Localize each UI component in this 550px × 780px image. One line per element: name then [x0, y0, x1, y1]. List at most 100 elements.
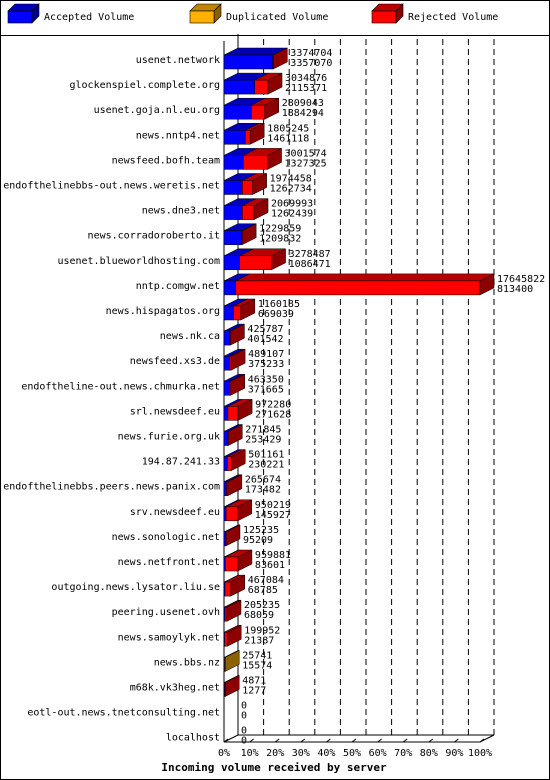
row-label: news.nk.ca — [160, 331, 220, 342]
x-tick-label: 20% — [266, 748, 284, 759]
bar-side — [226, 624, 242, 647]
accepted-segment — [223, 431, 228, 446]
value-accepted-label: 83601 — [255, 560, 285, 571]
bar-side — [249, 122, 265, 145]
row-label: localhost — [166, 733, 220, 744]
value-accepted-label: 669039 — [258, 309, 294, 320]
value-total-label: 950219 — [255, 500, 291, 511]
bar-row: endofthelinebbs-out.news.weretis.net 1974… — [3, 173, 312, 195]
value-accepted-label: 230221 — [248, 460, 284, 471]
accepted-segment — [223, 205, 243, 220]
accepted-segment — [223, 130, 246, 145]
bar-row: endoftheline-out.news.chmurka.net 4633503… — [21, 373, 284, 396]
value-total-label: 2069993 — [271, 199, 313, 210]
x-tick — [428, 738, 434, 743]
accepted-segment — [223, 155, 244, 170]
x-tick — [377, 738, 382, 743]
value-total-label: 489107 — [248, 349, 284, 360]
row-label: nntp.comgw.net — [136, 281, 220, 292]
x-tick — [326, 738, 331, 743]
value-total-label: 1805245 — [267, 123, 309, 134]
accepted-segment — [223, 79, 255, 95]
row-label: newsfeed.xs3.de — [130, 356, 220, 367]
rejected-segment — [235, 280, 481, 296]
x-tick-label: 30% — [292, 748, 310, 759]
bar-side — [225, 524, 241, 547]
x-tick — [274, 738, 280, 743]
value-total-label: 0 — [241, 726, 247, 737]
value-total-label: 4871 — [242, 676, 266, 687]
value-total-label: 467084 — [248, 575, 284, 586]
rejected-segment — [227, 456, 232, 471]
value-total-label: 3034876 — [285, 73, 327, 84]
bar-row: localhost 00 — [166, 726, 247, 747]
value-accepted-label: 145927 — [255, 510, 291, 521]
x-tick-label: 80% — [420, 748, 438, 759]
legend: Accepted Volume Duplicated Volume Rejected… — [7, 3, 498, 24]
bar-side — [273, 47, 288, 70]
legend-swatch-front — [7, 10, 33, 24]
bar-side — [237, 499, 253, 522]
bar-side — [227, 474, 243, 497]
bar-side — [271, 248, 286, 271]
rejected-segment-top — [235, 273, 495, 282]
x-tick-label: 90% — [445, 748, 463, 759]
value-accepted-label: 3357070 — [290, 58, 332, 69]
row-label: eotl-out.news.tnetconsulting.net — [27, 708, 220, 719]
rejected-segment — [239, 255, 272, 271]
value-accepted-label: 2115371 — [285, 83, 327, 94]
bar-side — [224, 649, 240, 672]
value-total-label: 205235 — [244, 600, 280, 611]
value-total-label: 17645822 — [497, 274, 545, 285]
accepted-segment — [223, 456, 228, 471]
row-label: m68k.vk3heg.net — [130, 683, 220, 694]
value-accepted-label: 173482 — [245, 485, 281, 496]
accepted-segment — [223, 355, 230, 371]
bar-side — [240, 298, 256, 321]
x-tick-label: 60% — [369, 748, 387, 759]
value-total-label: 1229859 — [259, 224, 301, 235]
rejected-segment — [244, 130, 251, 145]
x-tick — [402, 738, 408, 743]
rejected-segment — [224, 632, 228, 647]
value-total-label: 3374704 — [290, 48, 332, 59]
x-tick-label: 70% — [394, 748, 412, 759]
legend-label: Rejected Volume — [408, 12, 498, 23]
value-total-label: 1160185 — [258, 299, 300, 310]
bar-side — [228, 424, 243, 446]
value-total-label: 2809043 — [282, 98, 324, 109]
legend-item: Rejected Volume — [371, 3, 498, 24]
value-accepted-label: 271628 — [255, 409, 291, 420]
x-tick — [300, 738, 306, 743]
value-total-label: 0 — [241, 701, 247, 712]
value-total-label: 3278487 — [289, 249, 331, 260]
bar-side — [230, 574, 246, 597]
x-tick-label: 50% — [343, 748, 361, 759]
rejected-segment — [225, 506, 239, 522]
bar-side — [230, 348, 246, 371]
accepted-segment — [223, 180, 243, 195]
rejected-segment — [224, 556, 239, 572]
rejected-segment — [242, 205, 255, 220]
value-total-label: 463350 — [248, 374, 284, 385]
accepted-segment — [223, 381, 230, 396]
legend-swatch-front — [189, 10, 215, 24]
row-label: news.samoylyk.net — [118, 632, 220, 643]
x-tick — [223, 738, 229, 743]
x-tick-label: 40% — [317, 748, 335, 759]
rejected-segment — [233, 305, 242, 321]
value-accepted-label: 253429 — [245, 435, 281, 446]
